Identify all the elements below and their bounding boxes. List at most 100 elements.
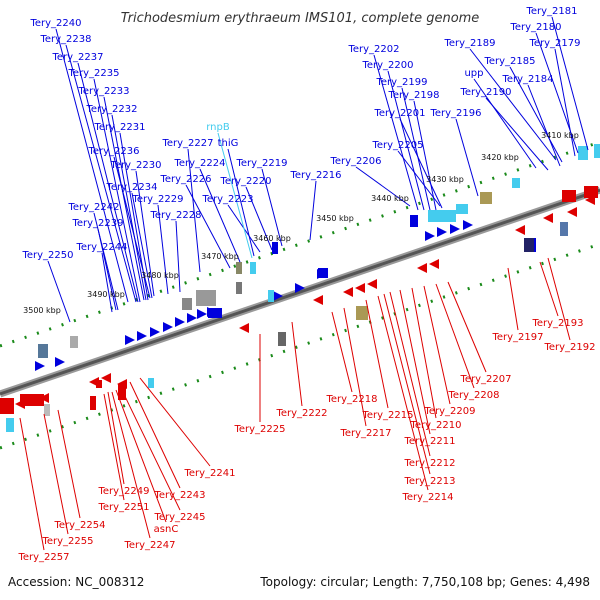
gene-arrow-forward[interactable] <box>163 322 173 332</box>
gene-arrow-reverse[interactable] <box>515 225 525 235</box>
gene-label-forward[interactable]: Tery_2202 <box>347 44 399 55</box>
gene-label-forward[interactable]: Tery_2184 <box>501 74 553 85</box>
gene-label-forward[interactable]: Tery_2233 <box>77 86 129 97</box>
rna-feature[interactable] <box>512 178 520 188</box>
gene-arrow-forward[interactable] <box>425 231 435 241</box>
gene-label-reverse[interactable]: Tery_2243 <box>153 490 205 501</box>
gene-block[interactable] <box>236 282 242 294</box>
gene-arrow-reverse[interactable] <box>343 287 353 297</box>
gene-label-reverse[interactable]: Tery_2213 <box>403 476 455 487</box>
gene-label-forward[interactable]: Tery_2220 <box>219 176 271 187</box>
gene-label-reverse[interactable]: Tery_2207 <box>459 374 511 385</box>
gene-block-reverse[interactable] <box>584 186 598 198</box>
gene-label-forward[interactable]: Tery_2180 <box>509 22 561 33</box>
gene-arrow-forward[interactable] <box>187 313 197 323</box>
gene-arrow-forward[interactable] <box>137 331 147 341</box>
gene-label-forward[interactable]: Tery_2205 <box>371 140 423 151</box>
gene-label-forward[interactable]: Tery_2201 <box>373 108 425 119</box>
gene-label-forward[interactable]: Tery_2250 <box>21 250 73 261</box>
gene-label-reverse[interactable]: Tery_2212 <box>403 458 455 469</box>
gene-label-forward[interactable]: Tery_2181 <box>525 6 577 17</box>
gene-arrow-forward[interactable] <box>150 327 160 337</box>
gene-label-forward[interactable]: Tery_2196 <box>429 108 481 119</box>
gene-label-forward[interactable]: Tery_2226 <box>159 174 211 185</box>
gene-block[interactable] <box>236 262 242 274</box>
gene-block-reverse[interactable] <box>562 190 576 202</box>
gene-arrow-forward[interactable] <box>55 357 65 367</box>
gene-label-forward[interactable]: Tery_2185 <box>483 56 535 67</box>
gene-label-forward[interactable]: Tery_2189 <box>443 38 495 49</box>
gene-label-reverse[interactable]: Tery_2245 <box>153 512 205 523</box>
gene-block[interactable] <box>278 332 286 346</box>
gene-label-forward[interactable]: Tery_2190 <box>459 87 511 98</box>
gene-arrow-forward[interactable] <box>437 227 447 237</box>
gene-block[interactable] <box>560 222 568 236</box>
gene-arrow-forward[interactable] <box>273 291 283 301</box>
gene-label-forward[interactable]: Tery_2242 <box>67 202 119 213</box>
gene-arrow-forward[interactable] <box>463 220 473 230</box>
gene-label-forward[interactable]: Tery_2230 <box>109 160 161 171</box>
gene-arrow-forward[interactable] <box>197 309 207 319</box>
gene-label-reverse[interactable]: Tery_2222 <box>275 408 327 419</box>
gene-block-forward[interactable] <box>410 215 418 227</box>
rna-feature[interactable] <box>148 378 154 388</box>
gene-block[interactable] <box>356 306 368 320</box>
gene-label-forward[interactable]: Tery_2198 <box>387 90 439 101</box>
gene-block[interactable] <box>480 192 492 204</box>
rna-feature[interactable] <box>268 290 274 302</box>
gene-block-reverse[interactable] <box>0 398 14 414</box>
gene-label-forward[interactable]: Tery_2179 <box>528 38 580 49</box>
gene-arrow-forward[interactable] <box>295 283 305 293</box>
gene-label-reverse[interactable]: Tery_2214 <box>401 492 453 503</box>
gene-arrow-reverse[interactable] <box>417 263 427 273</box>
gene-arrow-forward[interactable] <box>125 335 135 345</box>
rna-feature[interactable] <box>578 146 588 160</box>
gene-label-reverse[interactable]: asnC <box>154 524 179 535</box>
gene-label-reverse[interactable]: Tery_2197 <box>491 332 543 343</box>
gene-block-forward[interactable] <box>318 268 328 278</box>
gene-label-reverse[interactable]: Tery_2208 <box>447 390 499 401</box>
gene-label-reverse[interactable]: Tery_2218 <box>325 394 377 405</box>
gene-label-forward[interactable]: Tery_2200 <box>361 60 413 71</box>
gene-label-forward[interactable]: Tery_2206 <box>329 156 381 167</box>
gene-label-forward[interactable]: Tery_2229 <box>131 194 183 205</box>
gene-label-forward[interactable]: Tery_2239 <box>71 218 123 229</box>
gene-block[interactable] <box>44 404 50 416</box>
gene-label-forward[interactable]: Tery_2244 <box>75 242 127 253</box>
rna-feature[interactable] <box>6 418 14 432</box>
gene-label-forward[interactable]: Tery_2227 <box>161 138 213 149</box>
gene-label-reverse[interactable]: Tery_2209 <box>423 406 475 417</box>
gene-block[interactable] <box>524 238 534 252</box>
gene-label-reverse[interactable]: Tery_2249 <box>97 486 149 497</box>
gene-label-reverse[interactable]: Tery_2247 <box>123 540 175 551</box>
gene-arrow-forward[interactable] <box>35 361 45 371</box>
gene-label-forward[interactable]: Tery_2219 <box>235 158 287 169</box>
gene-arrow-reverse[interactable] <box>355 283 365 293</box>
gene-arrow-reverse[interactable] <box>543 213 553 223</box>
gene-label-forward[interactable]: Tery_2236 <box>87 146 139 157</box>
gene-block-forward[interactable] <box>208 308 222 318</box>
gene-block[interactable] <box>182 298 192 310</box>
gene-arrow-forward[interactable] <box>175 317 185 327</box>
rna-feature[interactable] <box>428 210 456 222</box>
gene-block-reverse[interactable] <box>20 394 44 406</box>
gene-block-reverse[interactable] <box>96 380 102 388</box>
rna-feature[interactable] <box>594 144 600 158</box>
gene-arrow-reverse[interactable] <box>313 295 323 305</box>
gene-arrow-forward[interactable] <box>450 224 460 234</box>
gene-label-forward[interactable]: Tery_2216 <box>289 170 341 181</box>
gene-label-forward[interactable]: rnpB <box>206 122 230 133</box>
gene-label-reverse[interactable]: Tery_2225 <box>233 424 285 435</box>
rna-feature[interactable] <box>250 262 256 274</box>
gene-arrow-reverse[interactable] <box>239 323 249 333</box>
gene-arrow-reverse[interactable] <box>567 207 577 217</box>
gene-label-reverse[interactable]: Tery_2215 <box>361 410 413 421</box>
gene-label-forward[interactable]: Tery_2235 <box>67 68 119 79</box>
gene-label-forward[interactable]: Tery_2238 <box>39 34 91 45</box>
gene-arrow-reverse[interactable] <box>429 259 439 269</box>
gene-label-reverse[interactable]: Tery_2192 <box>543 342 595 353</box>
gene-label-reverse[interactable]: Tery_2254 <box>53 520 105 531</box>
gene-block[interactable] <box>196 290 216 306</box>
gene-label-forward[interactable]: upp <box>464 68 483 79</box>
gene-label-forward[interactable]: Tery_2223 <box>201 194 253 205</box>
